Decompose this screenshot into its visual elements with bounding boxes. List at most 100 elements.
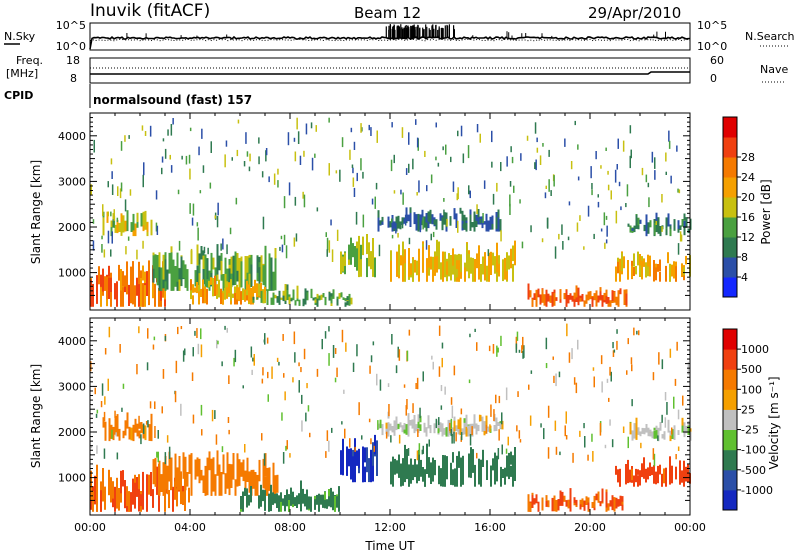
- heatmap-cell: [631, 468, 633, 481]
- heatmap-cell: [356, 172, 358, 182]
- heatmap-cell: [328, 496, 330, 507]
- heatmap-cell: [400, 255, 402, 266]
- heatmap-cell: [356, 241, 358, 253]
- heatmap-cell: [683, 460, 685, 471]
- heatmap-cell: [330, 487, 332, 505]
- nsky-spikes: [126, 24, 666, 38]
- heatmap-cell: [567, 236, 570, 241]
- colorbar-tick-label: 500: [741, 363, 762, 376]
- heatmap-cell: [132, 478, 134, 505]
- heatmap-cell: [591, 433, 593, 442]
- heatmap-cell: [128, 426, 131, 440]
- heatmap-cell: [290, 487, 292, 495]
- heatmap-cell: [303, 150, 305, 157]
- heatmap-cell: [385, 431, 388, 439]
- heatmap-cell: [654, 157, 656, 169]
- heatmap-cell: [579, 295, 582, 299]
- heatmap-cell: [555, 446, 558, 455]
- heatmap-cell: [606, 378, 609, 383]
- heatmap-cell: [181, 155, 183, 160]
- heatmap-cell: [282, 293, 285, 302]
- heatmap-cell: [399, 422, 402, 428]
- heatmap-cell: [502, 259, 504, 280]
- heatmap-cell: [119, 344, 121, 353]
- heatmap-cell: [495, 417, 498, 431]
- heatmap-cell: [258, 495, 260, 507]
- heatmap-cell: [536, 147, 539, 153]
- heatmap-cell: [523, 345, 525, 358]
- heatmap-cell: [350, 298, 353, 303]
- heatmap-cell: [190, 453, 193, 476]
- heatmap-cell: [94, 475, 96, 500]
- heatmap-cell: [334, 348, 337, 354]
- x-tick-label: 08:00: [274, 521, 306, 534]
- heatmap-cell: [252, 357, 254, 362]
- heatmap-cell: [674, 378, 677, 386]
- heatmap-cell: [404, 444, 406, 458]
- heatmap-cell: [104, 276, 106, 291]
- heatmap-cell: [422, 246, 424, 273]
- heatmap-cell: [228, 429, 230, 435]
- heatmap-cell: [427, 211, 430, 222]
- heatmap-cell: [600, 228, 603, 232]
- heatmap-cell: [633, 267, 635, 276]
- heatmap-cell: [122, 215, 125, 233]
- heatmap-cell: [172, 275, 175, 291]
- heatmap-cell: [597, 194, 599, 198]
- heatmap-cell: [116, 477, 118, 509]
- heatmap-cell: [548, 149, 550, 157]
- heatmap-cell: [496, 345, 498, 357]
- heatmap-cell: [555, 297, 558, 301]
- colorbar-segment: [723, 329, 737, 350]
- heatmap-cell: [431, 214, 434, 221]
- heatmap-cell: [631, 399, 633, 407]
- heatmap-cell: [288, 296, 291, 305]
- heatmap-cell: [461, 428, 464, 435]
- heatmap-cell: [110, 477, 112, 503]
- heatmap-cell: [553, 375, 555, 383]
- heatmap-cell: [379, 220, 382, 224]
- heatmap-cell: [334, 496, 336, 512]
- heatmap-cell: [607, 297, 610, 304]
- heatmap-cell: [583, 423, 585, 429]
- heatmap-cell: [189, 203, 191, 214]
- heatmap-cell: [306, 383, 308, 389]
- colorbar-segment: [723, 489, 737, 511]
- colorbar-segment: [723, 137, 737, 158]
- heatmap-cell: [261, 378, 264, 384]
- heatmap-cell: [648, 197, 650, 208]
- heatmap-cell: [617, 499, 620, 507]
- heatmap-cell: [142, 423, 145, 434]
- heatmap-cell: [225, 140, 228, 147]
- heatmap-cell: [210, 458, 213, 481]
- heatmap-cell: [485, 213, 488, 223]
- heatmap-cell: [202, 255, 205, 269]
- heatmap-cell: [280, 235, 283, 240]
- heatmap-cell: [144, 425, 147, 436]
- heatmap-cell: [350, 237, 352, 265]
- heatmap-cell: [316, 298, 319, 307]
- heatmap-cell: [669, 228, 672, 237]
- heatmap-cell: [126, 261, 128, 295]
- heatmap-cell: [559, 490, 562, 498]
- heatmap-cell: [457, 220, 459, 233]
- heatmap-cell: [330, 293, 333, 299]
- heatmap-cell: [655, 471, 657, 485]
- heatmap-cell: [499, 219, 502, 232]
- heatmap-cell: [647, 222, 650, 234]
- heatmap-cell: [377, 210, 380, 219]
- heatmap-cell: [669, 430, 672, 438]
- heatmap-cell: [444, 212, 446, 224]
- heatmap-cell: [440, 405, 443, 410]
- heatmap-cell: [669, 456, 671, 472]
- heatmap-cell: [197, 343, 200, 355]
- heatmap-cell: [490, 465, 492, 487]
- heatmap-cell: [649, 220, 652, 228]
- heatmap-cell: [659, 272, 661, 282]
- heatmap-cell: [274, 258, 277, 291]
- heatmap-cell: [593, 376, 595, 388]
- heatmap-cell: [577, 176, 580, 181]
- heatmap-cell: [293, 331, 296, 345]
- heatmap-cell: [587, 498, 590, 510]
- heatmap-cell: [118, 488, 120, 511]
